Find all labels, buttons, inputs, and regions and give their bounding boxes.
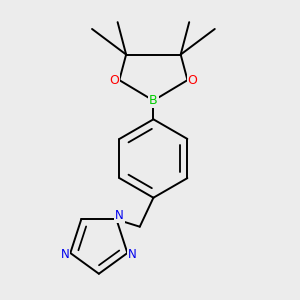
Text: N: N	[61, 248, 70, 261]
Text: O: O	[109, 74, 119, 87]
Text: N: N	[128, 248, 137, 261]
Text: O: O	[188, 74, 198, 87]
Text: B: B	[149, 94, 158, 107]
Text: N: N	[115, 208, 124, 222]
